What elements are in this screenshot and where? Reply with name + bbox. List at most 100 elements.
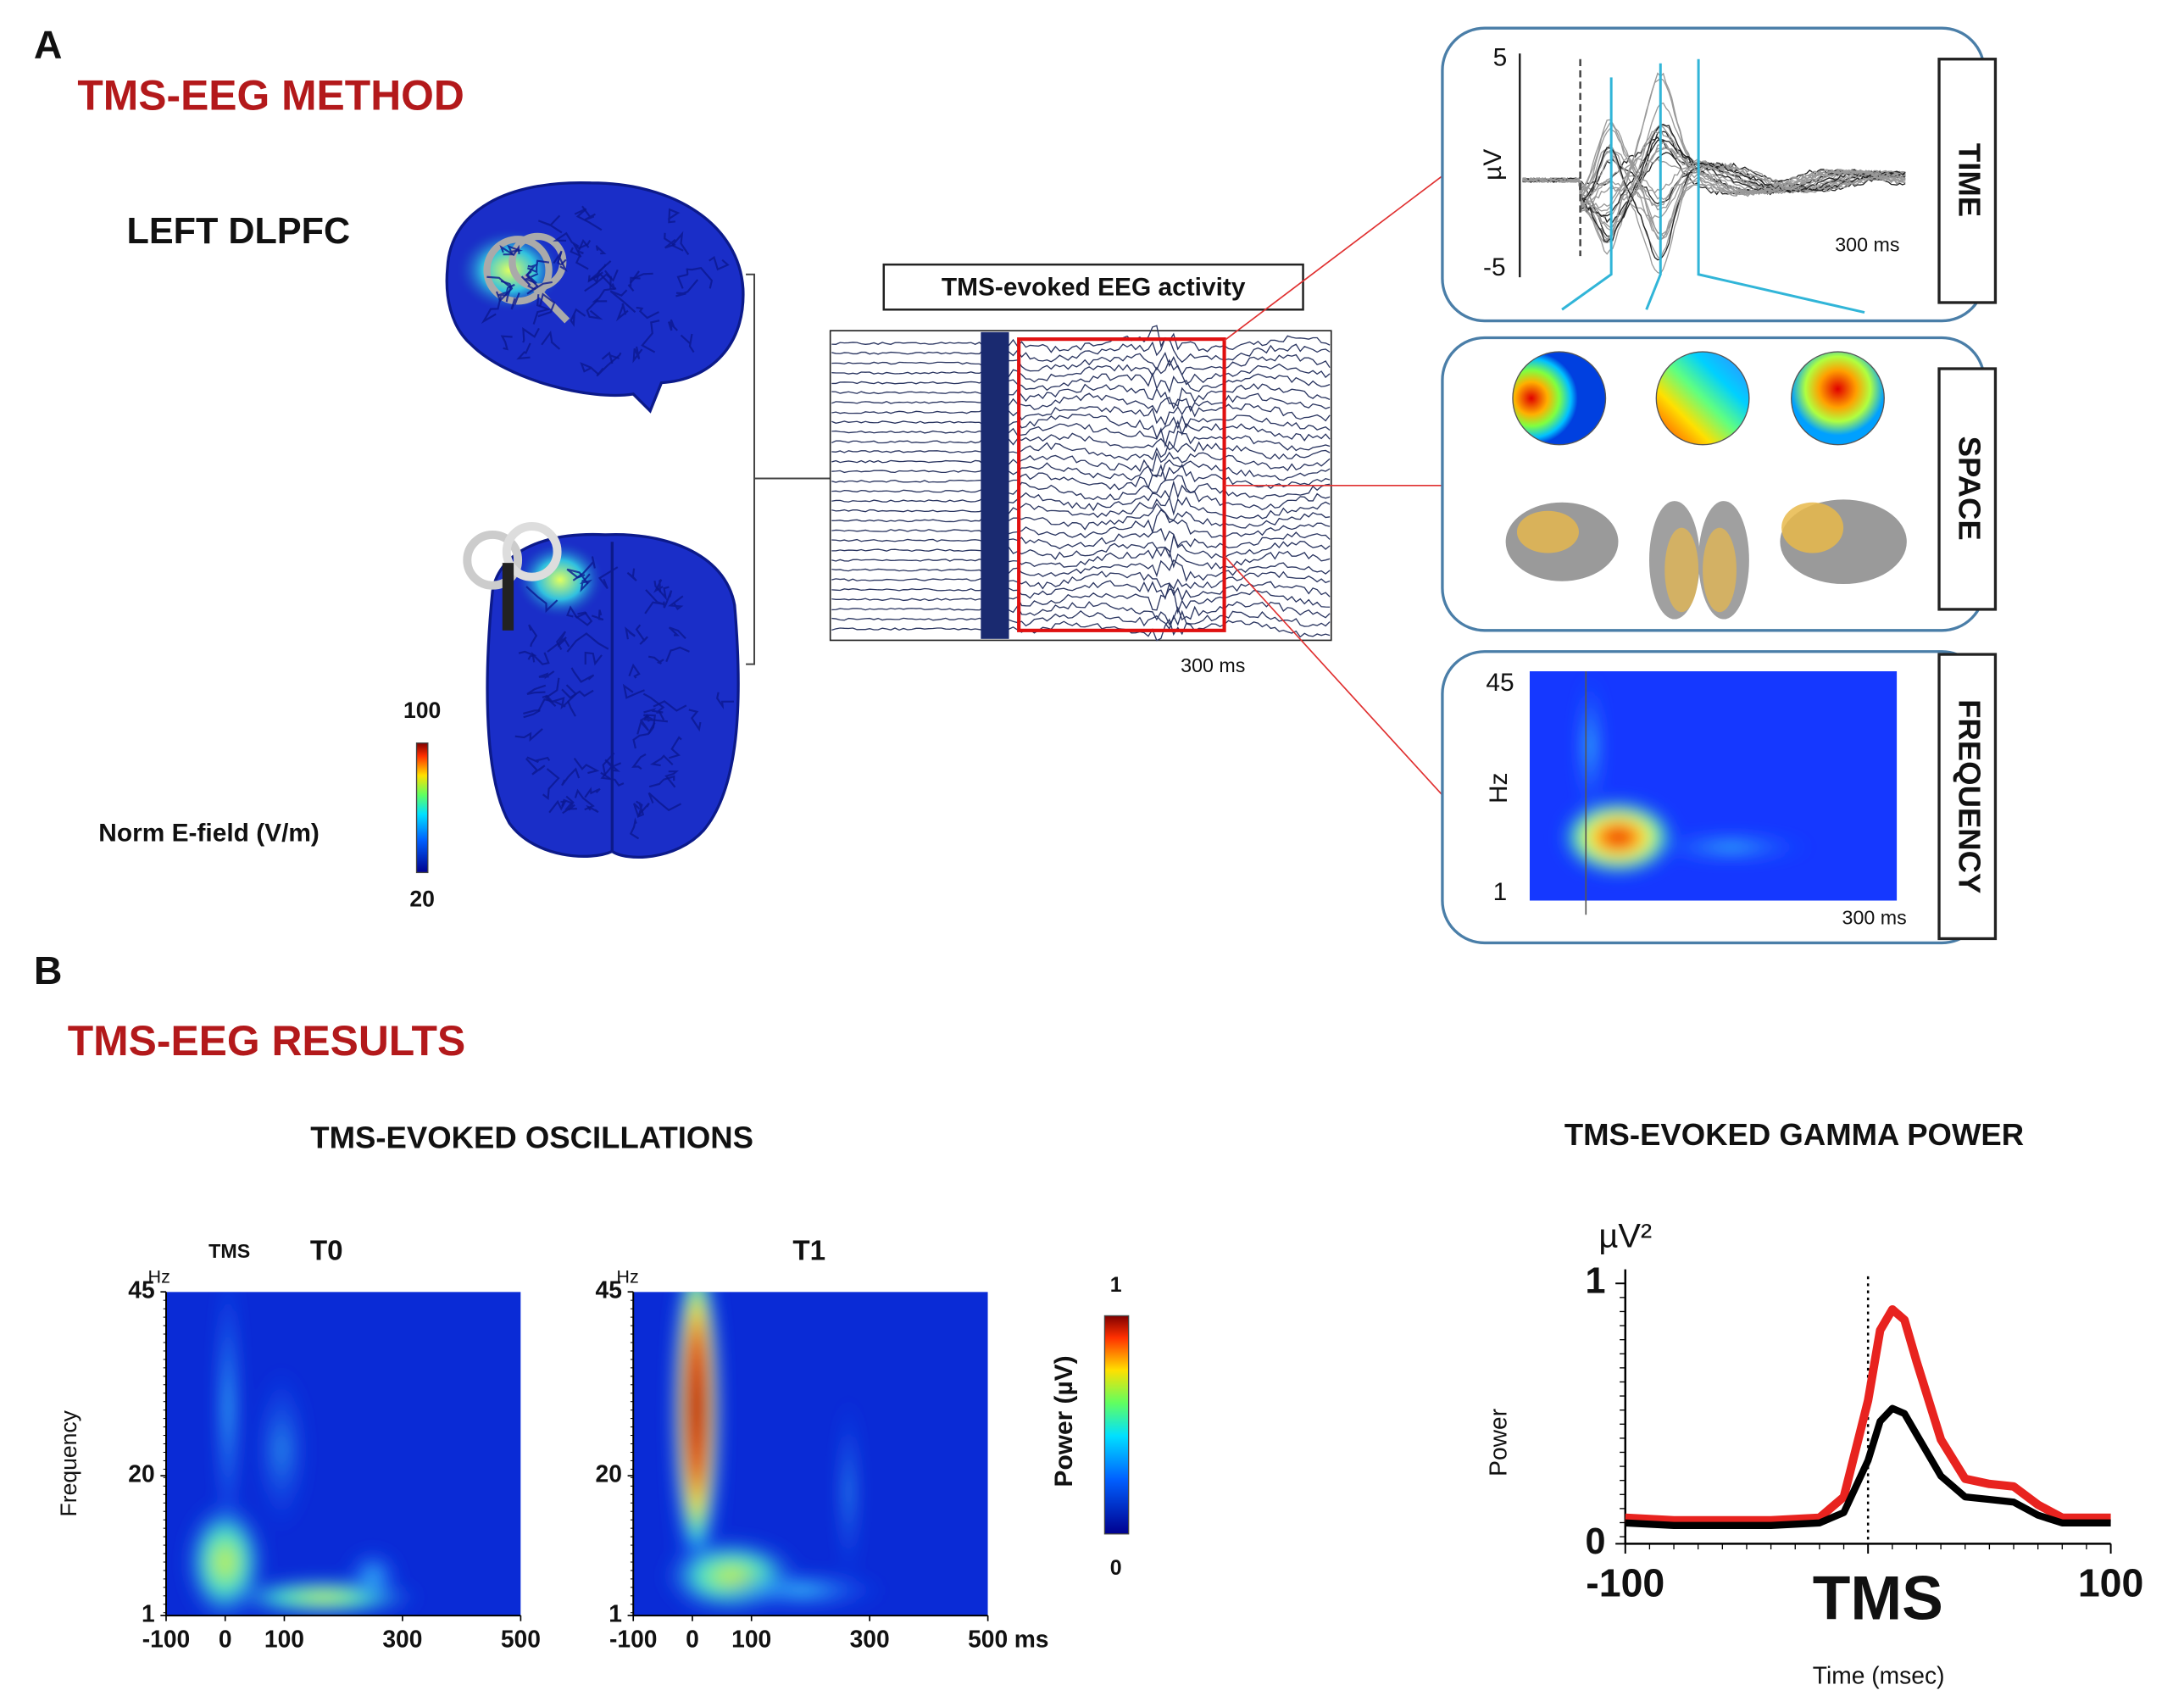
brain-lateral: [481, 205, 730, 377]
colorbar-max: 100: [403, 698, 441, 723]
freq-ytop: 45: [1486, 669, 1514, 697]
brain-top: [463, 521, 740, 859]
heatmap-t1: [836, 1393, 860, 1591]
source-brains: [1703, 527, 1737, 613]
connector-lines: [1223, 175, 1443, 796]
gyrus: [635, 624, 648, 645]
gyrus: [579, 573, 592, 592]
time-ybottom: -5: [1483, 253, 1506, 281]
gyrus: [522, 327, 540, 343]
eeg-trace: [831, 609, 1331, 631]
source-brains: [1516, 510, 1579, 553]
gyrus: [526, 756, 551, 764]
section-title: TMS-EVOKED OSCILLATIONS: [310, 1120, 753, 1155]
heatmap-t0: [182, 1292, 423, 1616]
y-axis-title: Frequency: [56, 1410, 81, 1516]
brain-top: [463, 530, 523, 590]
brain-lateral: [483, 236, 553, 305]
gyrus: [625, 626, 636, 640]
time-label: TIME: [1953, 143, 1987, 217]
eeg-trace: [1522, 162, 1906, 207]
label-boxes: [1937, 58, 1998, 941]
eeg-trace: [831, 430, 1331, 452]
butterfly-traces: [1522, 72, 1906, 275]
eeg-traces: [831, 325, 1331, 642]
gyrus: [544, 677, 560, 707]
source-brains: [1505, 499, 1907, 620]
x-axis-title: Time (msec): [1813, 1662, 1945, 1689]
eeg-trace: [831, 420, 1331, 448]
panel-title: TMS-EEG METHOD: [77, 71, 464, 119]
x-tick-label: 500: [968, 1625, 1008, 1652]
gyrus: [581, 205, 596, 221]
gyrus: [663, 590, 673, 609]
gyrus: [647, 655, 664, 664]
gyrus: [562, 795, 575, 815]
gyrus: [523, 709, 541, 719]
gyrus: [525, 758, 546, 776]
eeg-trace: [831, 618, 1331, 642]
gamma-line: [1625, 1304, 2111, 1525]
gyrus: [526, 281, 553, 295]
gyrus: [520, 275, 536, 290]
gyrus: [525, 263, 539, 287]
gyrus: [628, 663, 641, 679]
y-tick-label: 1: [1586, 1261, 1606, 1302]
gyrus: [647, 792, 682, 812]
eeg-trace: [831, 451, 1331, 472]
label-boxes: [1937, 58, 1998, 304]
topomaps: [1791, 351, 1885, 446]
gyrus: [542, 768, 560, 800]
gyrus: [555, 631, 567, 650]
gyrus: [500, 335, 513, 351]
gyrus: [636, 800, 645, 818]
freq-scale: 300 ms: [1842, 906, 1907, 928]
heatmap-t0: [344, 1548, 402, 1604]
eeg-trace: [1522, 144, 1906, 228]
label-boxes: [1937, 653, 1998, 941]
source-brains: [1664, 527, 1699, 613]
heatmap-t1: [674, 1292, 720, 1562]
colorbar-min: 20: [409, 887, 435, 912]
eeg-scale: 300 ms: [1181, 654, 1245, 676]
gyrus: [665, 646, 690, 663]
heatmap-t0: [165, 1292, 521, 1616]
gyrus: [548, 799, 567, 814]
x-tick-label: 300: [850, 1625, 890, 1652]
connector-lines: [1223, 555, 1443, 796]
eeg-trace: [1522, 128, 1906, 237]
gyrus: [566, 605, 587, 619]
gyrus: [615, 303, 629, 322]
bracket: [746, 273, 831, 665]
gyrus: [632, 346, 643, 364]
tf-map: [1559, 670, 1815, 877]
latency-markers: [1561, 77, 1613, 311]
y-tick-label: 45: [596, 1276, 622, 1304]
panel-letter: A: [34, 23, 63, 67]
heatmap-t1: [661, 1292, 887, 1616]
y-tick-label: 20: [128, 1460, 154, 1487]
gyrus: [573, 757, 600, 775]
eeg-trace: [831, 464, 1331, 491]
gyrus: [631, 753, 647, 770]
gamma-line: [1625, 1404, 2111, 1529]
eeg-trace: [831, 496, 1331, 520]
gyrus: [596, 352, 622, 377]
gyrus: [716, 692, 734, 710]
eeg-title-box: [882, 263, 1304, 311]
topomaps: [1512, 351, 1885, 446]
gyrus: [525, 586, 559, 614]
y-unit: µV²: [1598, 1218, 1652, 1255]
heatmap-t0: [215, 1292, 241, 1562]
colorbar-label: Norm E-field (V/m): [98, 819, 320, 847]
gyrus: [667, 208, 681, 224]
gyrus: [600, 752, 615, 780]
colorbar-min: 0: [1110, 1556, 1122, 1580]
gyrus: [648, 775, 675, 788]
x-unit: ms: [1014, 1625, 1049, 1652]
eeg-title: TMS-evoked EEG activity: [942, 273, 1246, 301]
eeg-trace: [831, 570, 1331, 590]
freq-unit: Hz: [1485, 773, 1513, 804]
